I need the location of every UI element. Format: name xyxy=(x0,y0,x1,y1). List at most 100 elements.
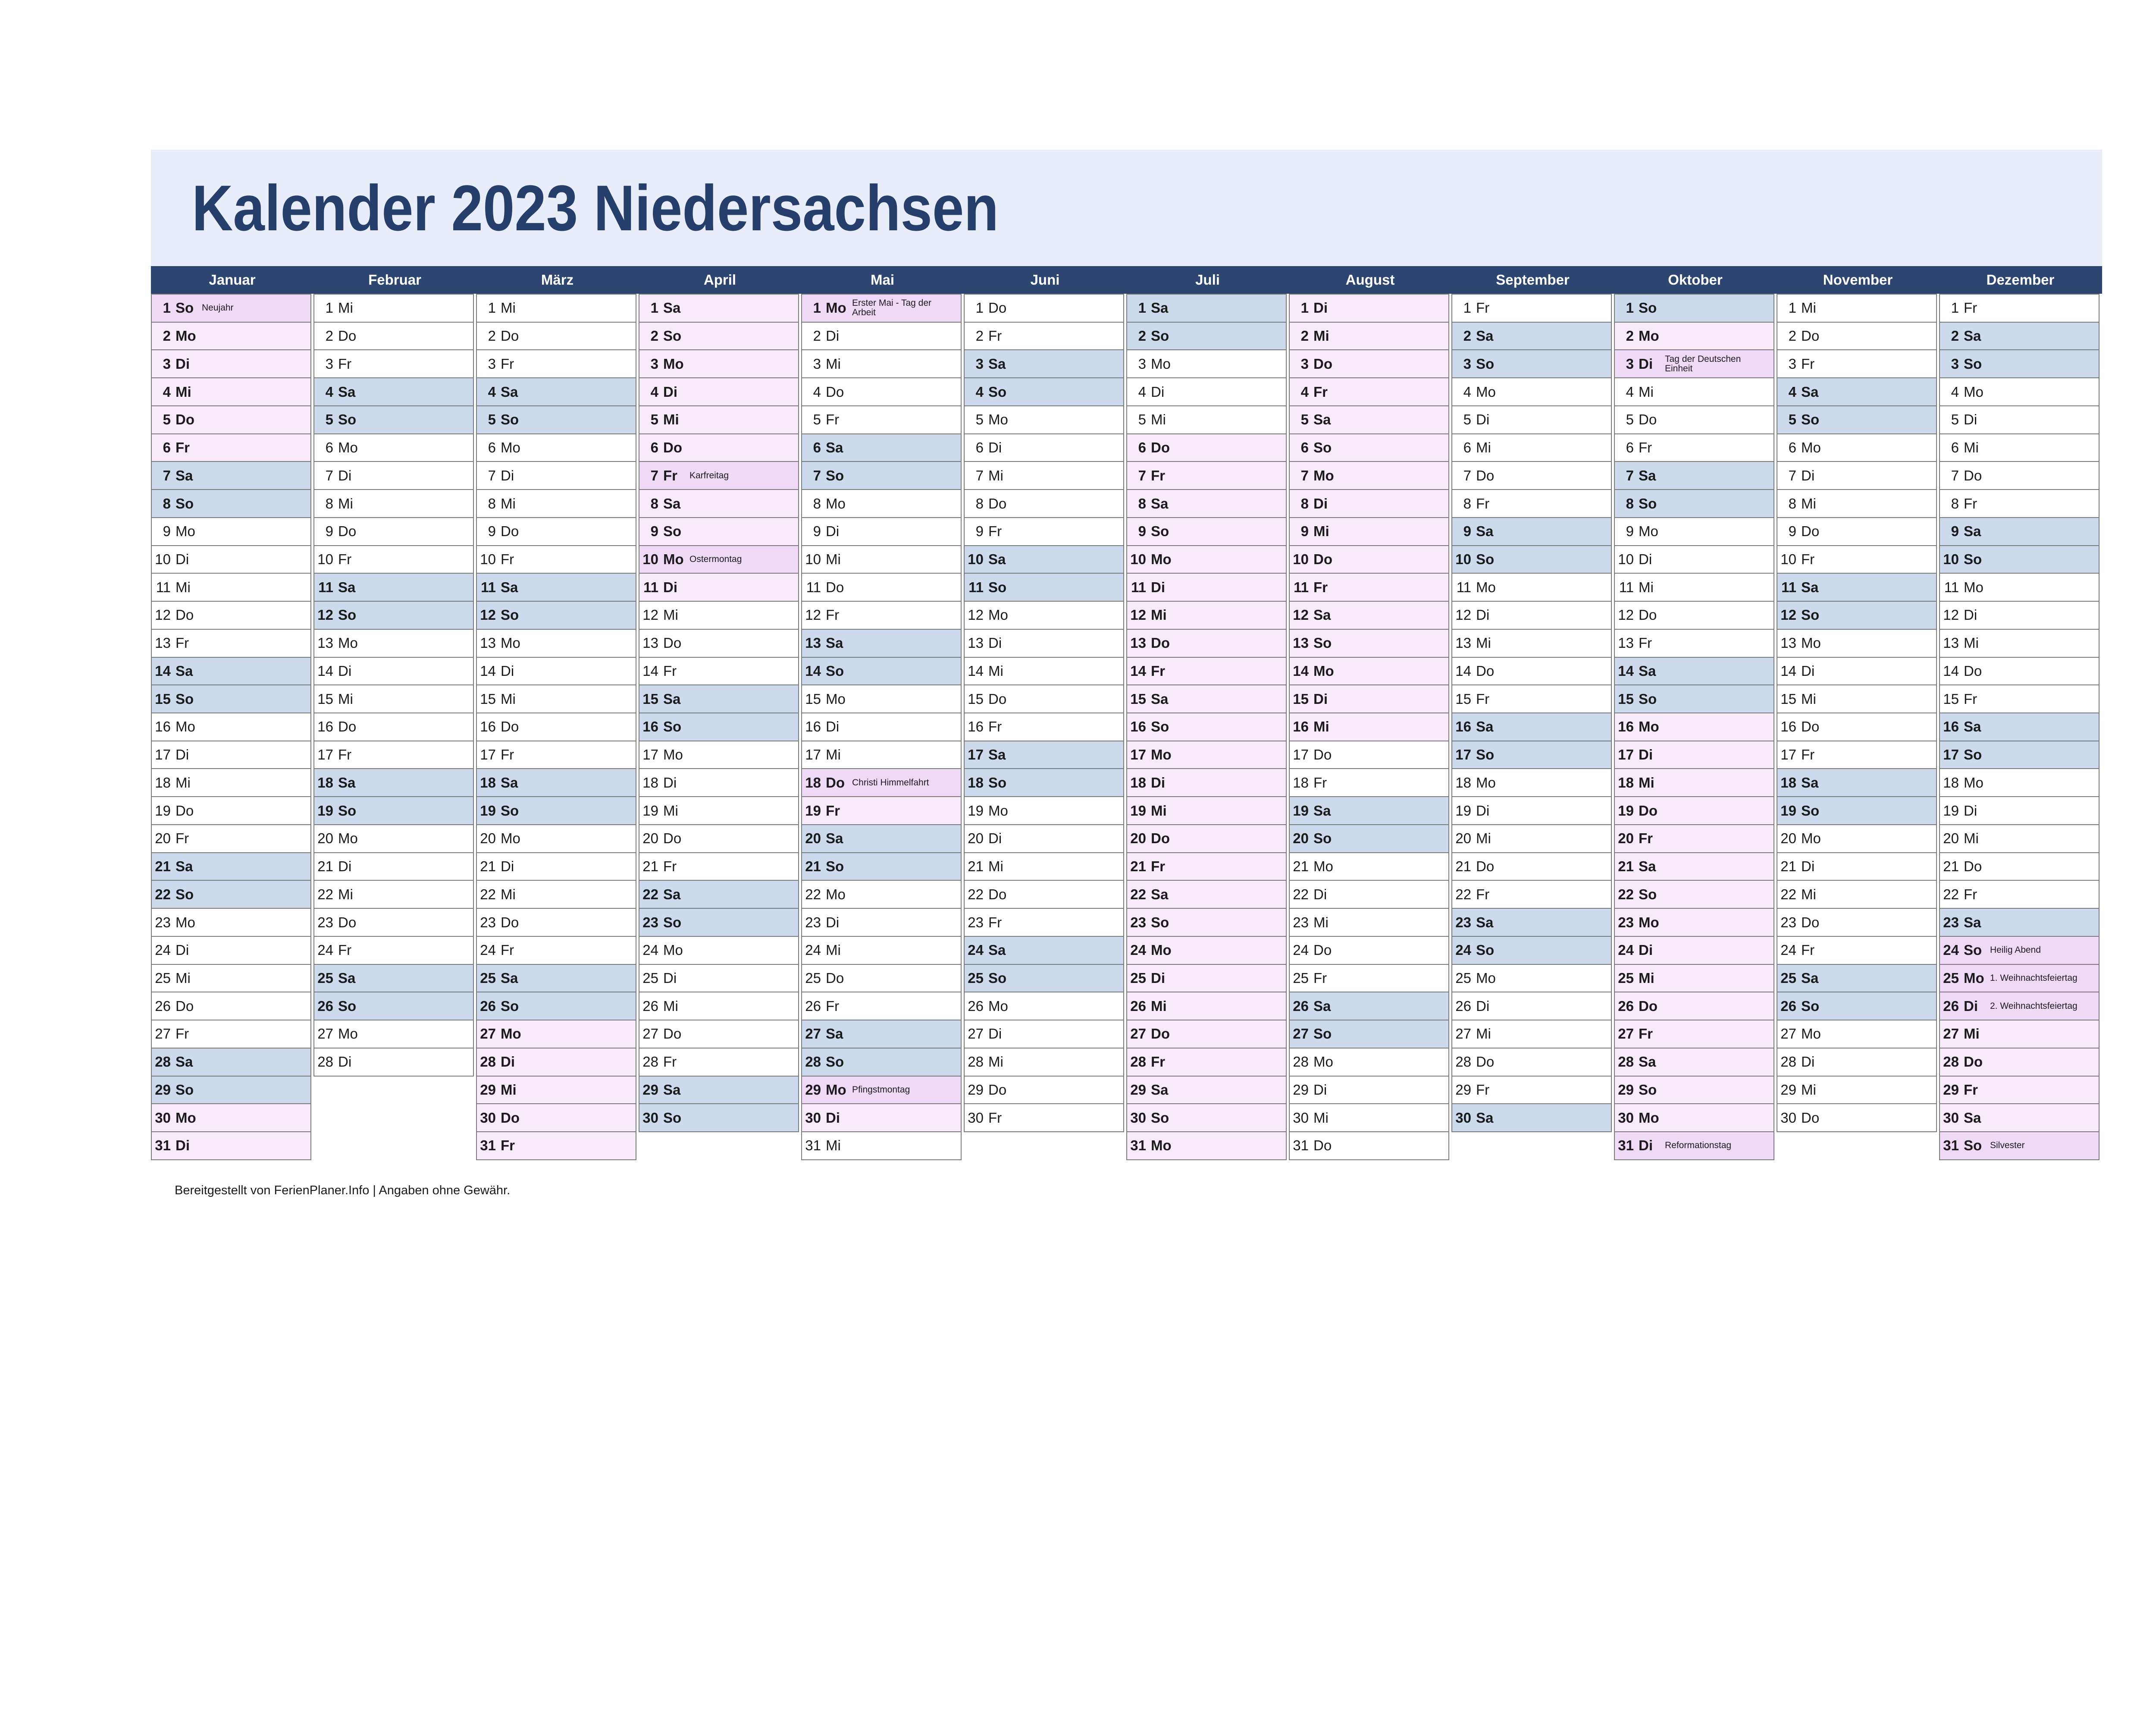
day-cell: 2 So xyxy=(1127,322,1286,351)
weekday-abbr: So xyxy=(663,1109,682,1126)
day-number: 16 xyxy=(1943,719,1959,735)
day-cell: 15 Mi xyxy=(477,685,636,714)
weekday-abbr: Fr xyxy=(1476,495,1490,512)
weekday-abbr: Do xyxy=(988,495,1007,512)
day-cell: 17 Di xyxy=(1615,741,1774,769)
day-number: 21 xyxy=(968,858,984,875)
weekday-abbr: Di xyxy=(1151,383,1165,400)
weekday-abbr: Di xyxy=(1476,607,1490,623)
day-cell: 24 Mi xyxy=(802,936,961,965)
day-cell: 28 Fr xyxy=(639,1048,798,1077)
day-number: 25 xyxy=(1780,970,1796,986)
day-cell: 14 Sa xyxy=(1615,657,1774,686)
holiday-note: 1. Weihnachtsfeiertag xyxy=(1990,973,2078,983)
weekday-abbr: Sa xyxy=(1964,523,1981,540)
day-number: 6 xyxy=(813,439,821,456)
day-cell: 19 Fr xyxy=(802,797,961,825)
day-cell: 6 Mi xyxy=(1452,434,1611,462)
weekday-abbr: Mi xyxy=(826,1137,841,1154)
day-cell: 12 Fr xyxy=(802,602,961,630)
day-number: 1 xyxy=(488,300,496,316)
day-cell: 11 Sa xyxy=(314,574,473,602)
day-cell: 20 Mi xyxy=(1452,825,1611,853)
weekday-abbr: Do xyxy=(338,328,357,344)
day-cell: 11 Di xyxy=(1127,574,1286,602)
weekday-abbr: So xyxy=(501,802,519,819)
day-number: 20 xyxy=(1455,830,1471,847)
weekday-abbr: So xyxy=(1313,830,1332,847)
month-header-januar: Januar xyxy=(209,272,256,288)
day-number: 30 xyxy=(1780,1109,1796,1126)
day-number: 27 xyxy=(968,1026,984,1042)
day-number: 11 xyxy=(156,579,171,595)
day-number: 13 xyxy=(317,635,333,651)
day-cell: 11 Do xyxy=(802,574,961,602)
day-number: 17 xyxy=(1943,747,1959,763)
weekday-abbr: Sa xyxy=(1476,1109,1494,1126)
day-number: 18 xyxy=(1780,774,1796,791)
day-number: 4 xyxy=(488,383,496,400)
day-cell: 14 So xyxy=(802,657,961,686)
day-number: 8 xyxy=(1300,495,1309,512)
month-column-april: 1 Sa 2 So 3 Mo 4 Di 5 Mi 6 Do 7 Fr Karfreitag 8 Sa 9 So 10 M… xyxy=(639,294,799,1133)
weekday-abbr: Fr xyxy=(1639,830,1653,847)
day-cell: 11 Fr xyxy=(1290,574,1448,602)
weekday-abbr: Mo xyxy=(338,635,358,651)
title-band: Kalender 2023 Niedersachsen xyxy=(151,150,2102,266)
weekday-abbr: Fr xyxy=(175,830,189,847)
day-cell: 26 So xyxy=(477,992,636,1021)
weekday-abbr: Di xyxy=(1964,411,1977,428)
day-cell: 24 Sa xyxy=(965,936,1123,965)
day-number: 27 xyxy=(642,1026,658,1042)
day-cell: 20 Mo xyxy=(477,825,636,853)
weekday-abbr: Mo xyxy=(1476,579,1496,595)
weekday-abbr: Sa xyxy=(1964,914,1981,930)
weekday-abbr: Sa xyxy=(988,942,1006,958)
day-cell: 23 Do xyxy=(314,909,473,937)
day-cell: 1 Sa xyxy=(1127,295,1286,323)
day-cell: 19 So xyxy=(477,797,636,825)
holiday-note: 2. Weihnachtsfeiertag xyxy=(1990,1001,2078,1011)
weekday-abbr: Di xyxy=(501,662,514,679)
weekday-abbr: Sa xyxy=(826,635,843,651)
day-cell: 17 Di xyxy=(152,741,310,769)
weekday-abbr: Fr xyxy=(988,719,1002,735)
weekday-abbr: Di xyxy=(988,1026,1002,1042)
day-number: 6 xyxy=(1463,439,1471,456)
day-number: 3 xyxy=(1463,355,1471,372)
day-number: 12 xyxy=(968,607,984,623)
day-number: 23 xyxy=(1943,914,1959,930)
day-number: 13 xyxy=(480,635,496,651)
weekday-abbr: So xyxy=(1639,495,1657,512)
day-number: 24 xyxy=(1293,942,1309,958)
day-cell: 16 So xyxy=(639,713,798,741)
day-number: 1 xyxy=(1951,300,1959,316)
weekday-abbr: Fr xyxy=(1964,300,1977,316)
day-number: 24 xyxy=(317,942,333,958)
weekday-abbr: Di xyxy=(1476,998,1490,1014)
day-number: 8 xyxy=(488,495,496,512)
day-cell: 28 Mi xyxy=(965,1048,1123,1077)
day-number: 29 xyxy=(155,1081,171,1098)
day-number: 15 xyxy=(1618,691,1634,707)
day-number: 12 xyxy=(1618,607,1634,623)
day-number: 31 xyxy=(1943,1137,1959,1154)
day-cell: 13 Fr xyxy=(152,629,310,658)
weekday-abbr: So xyxy=(1639,1081,1657,1098)
day-number: 29 xyxy=(1455,1081,1471,1098)
day-cell: 27 Mi xyxy=(1940,1020,2099,1049)
day-cell: 27 So xyxy=(1290,1020,1448,1049)
day-cell: 13 Sa xyxy=(802,629,961,658)
day-number: 20 xyxy=(480,830,496,847)
day-number: 27 xyxy=(317,1026,333,1042)
day-number: 25 xyxy=(968,970,984,986)
weekday-abbr: Fr xyxy=(1964,1081,1978,1098)
day-number: 4 xyxy=(1626,383,1634,400)
day-cell: 9 Sa xyxy=(1452,518,1611,546)
day-cell: 13 Di xyxy=(965,629,1123,658)
weekday-abbr: Fr xyxy=(338,551,352,567)
day-number: 28 xyxy=(1618,1054,1634,1070)
day-cell: 24 Fr xyxy=(1777,936,1936,965)
weekday-abbr: Mo xyxy=(1151,747,1172,763)
day-cell: 11 Sa xyxy=(477,574,636,602)
